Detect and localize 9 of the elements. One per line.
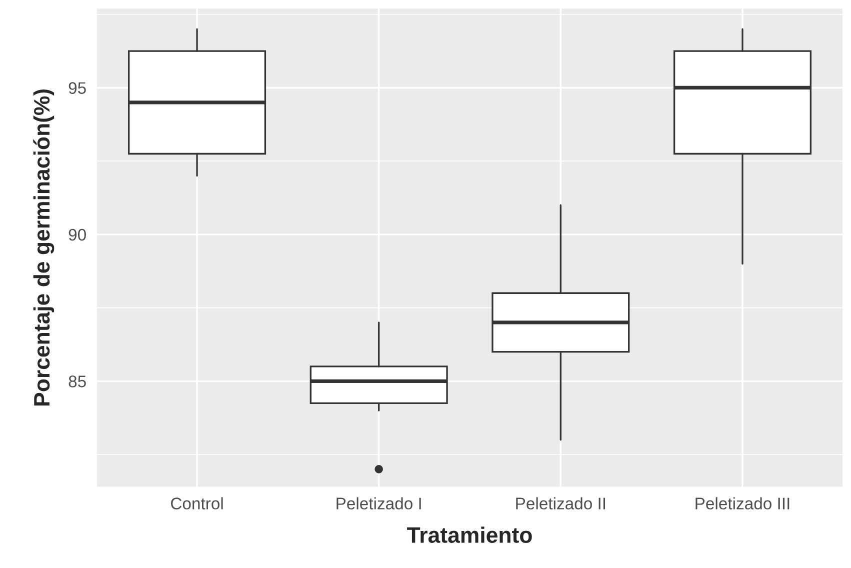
y-tick-label: 85 — [68, 376, 86, 388]
x-axis-title: Tratamiento — [407, 526, 532, 543]
x-tick-label: Control — [171, 497, 223, 510]
y-tick-label: 95 — [68, 82, 86, 94]
x-tick-label: Peletizado I — [336, 497, 421, 510]
x-tick-label: Peletizado II — [516, 497, 605, 510]
x-tick-label: Peletizado III — [696, 497, 790, 510]
y-tick-label: 90 — [68, 228, 86, 241]
y-axis-title: Porcentaje de germinación(%) — [33, 89, 54, 406]
